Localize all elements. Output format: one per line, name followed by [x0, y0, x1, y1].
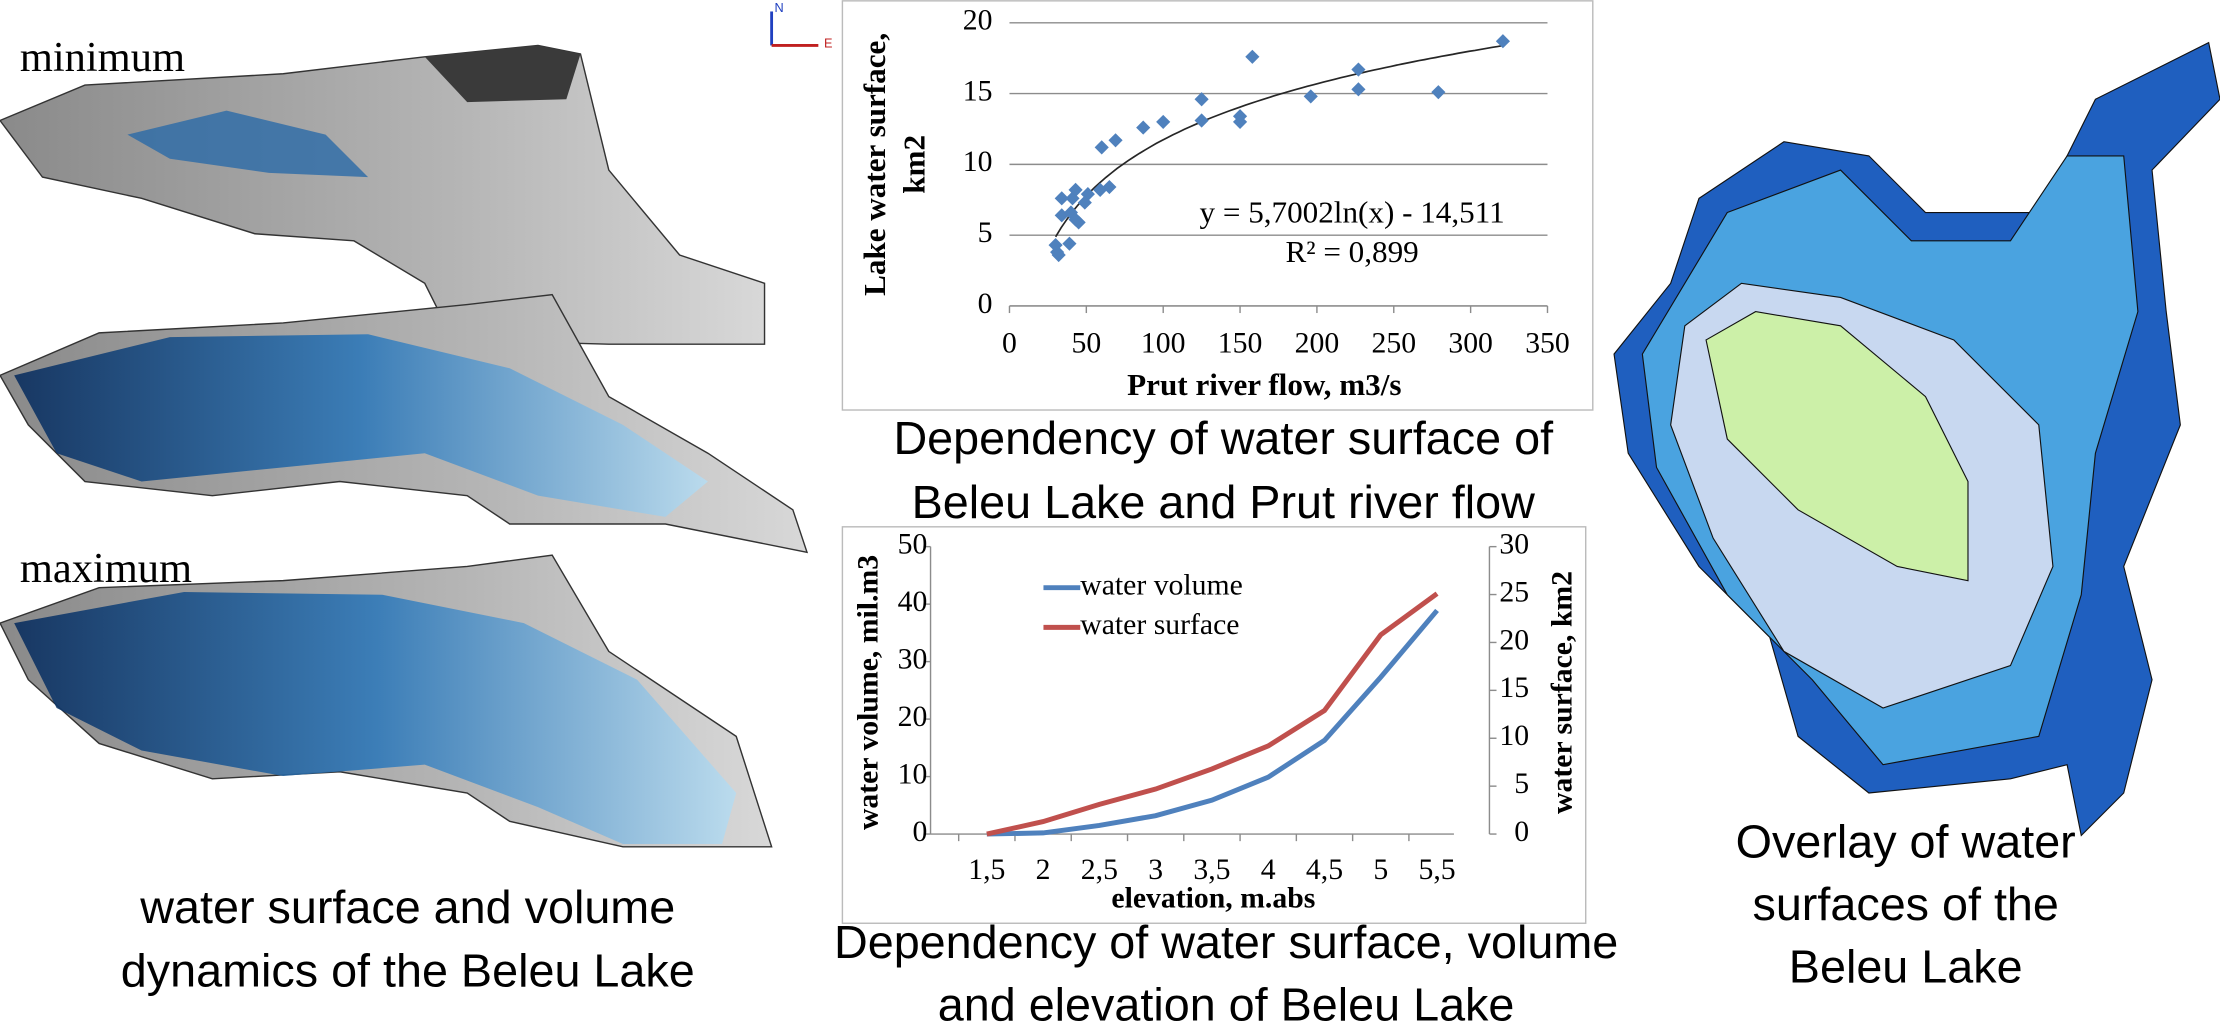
x-tick-label: 350	[1525, 327, 1570, 359]
y-tick-label: 10	[963, 146, 993, 178]
y2-tick-label: 15	[1499, 672, 1529, 704]
y-axis-title: water volume, mil.m3	[853, 555, 885, 830]
legend-label: water surface	[1080, 609, 1239, 641]
trend-equation: y = 5,7002ln(x) - 14,511	[1200, 194, 1505, 229]
scatter-point	[1054, 191, 1069, 206]
x-tick-label: 3	[1148, 854, 1163, 886]
x-tick-label: 250	[1371, 327, 1416, 359]
scatter-point	[1068, 212, 1083, 227]
scatter-point	[1232, 114, 1248, 129]
trend-r2: R² = 0,899	[1285, 234, 1418, 269]
scatter-point	[1303, 89, 1318, 104]
trendline	[1054, 44, 1504, 238]
x-tick-label: 5	[1373, 854, 1388, 886]
y-tick-label: 15	[963, 75, 993, 107]
overlay-map	[1613, 41, 2220, 837]
chart-frame	[841, 0, 1594, 411]
y-tick-label: 40	[898, 586, 928, 618]
captions: Dependency of water surface of Beleu Lake…	[121, 412, 2076, 1030]
terrain-medium	[0, 293, 809, 554]
scatter-point	[1094, 140, 1109, 155]
y-axis-title: Lake water surface,	[857, 33, 892, 296]
scatter-point	[1077, 195, 1092, 210]
compass: N E	[770, 0, 833, 50]
x-tick-label: 2,5	[1081, 854, 1118, 886]
y2-tick-label: 10	[1499, 720, 1529, 752]
y-tick-label: 20	[963, 5, 993, 37]
y2-tick-label: 20	[1499, 624, 1529, 656]
scatter-point	[1050, 245, 1065, 260]
panel-label: minimum	[20, 34, 185, 81]
x-tick-label: 5,5	[1418, 854, 1455, 886]
scatter-point	[1062, 236, 1077, 251]
x-tick-label: 4	[1261, 854, 1276, 886]
scatter-point	[1136, 120, 1151, 135]
caption: and elevation of Beleu Lake	[938, 979, 1515, 1031]
chart-frame	[841, 526, 1587, 924]
caption: Beleu Lake and Prut river flow	[912, 476, 1536, 528]
x-tick-label: 100	[1141, 327, 1186, 359]
y2-tick-label: 25	[1499, 576, 1529, 608]
scatter-point	[1156, 114, 1171, 129]
x-tick-label: 4,5	[1306, 854, 1343, 886]
y2-tick-label: 0	[1514, 816, 1529, 848]
terrain-minimum	[0, 44, 766, 345]
x-axis-title: elevation, m.abs	[1111, 882, 1315, 914]
scatter-point	[1108, 133, 1123, 148]
caption: Dependency of water surface of	[893, 412, 1554, 464]
y-tick-label: 30	[898, 643, 928, 675]
caption: Beleu Lake	[1789, 940, 2023, 992]
scatter-point	[1351, 62, 1366, 77]
y-tick-label: 20	[898, 701, 928, 733]
compass-n: N	[774, 0, 783, 15]
series-line	[986, 608, 1439, 837]
x-tick-label: 2	[1036, 854, 1051, 886]
series-line	[986, 591, 1439, 837]
terrain-maximum	[0, 554, 773, 848]
scatter-point	[1245, 49, 1260, 64]
x-tick-label: 300	[1448, 327, 1493, 359]
scatter-point	[1431, 85, 1446, 100]
y-tick-label: 0	[913, 816, 928, 848]
x-tick-label: 0	[1002, 327, 1017, 359]
caption: Dependency of water surface, volume	[834, 916, 1618, 968]
panel-label: maximum	[20, 545, 192, 592]
caption: Overlay of water	[1736, 816, 2076, 868]
y-tick-label: 5	[978, 217, 993, 249]
y-axis-title: km2	[897, 135, 932, 194]
caption: surfaces of the	[1752, 878, 2058, 930]
caption: dynamics of the Beleu Lake	[121, 945, 695, 997]
y-tick-label: 0	[978, 288, 993, 320]
y2-axis-title: water surface, km2	[1546, 571, 1578, 814]
x-tick-label: 1,5	[968, 854, 1005, 886]
x-tick-label: 50	[1071, 327, 1101, 359]
x-tick-label: 200	[1295, 327, 1340, 359]
scatter-point	[1194, 113, 1209, 128]
x-axis-title: Prut river flow, m3/s	[1127, 367, 1401, 402]
caption: water surface and volume	[139, 881, 675, 933]
legend-label: water volume	[1080, 570, 1243, 602]
y-tick-label: 50	[898, 528, 928, 560]
x-tick-label: 150	[1218, 327, 1263, 359]
scatter-point	[1194, 92, 1209, 107]
x-tick-label: 3,5	[1193, 854, 1230, 886]
y2-tick-label: 5	[1514, 768, 1529, 800]
compass-e: E	[824, 35, 833, 50]
y2-tick-label: 30	[1499, 528, 1529, 560]
scatter-point	[1351, 82, 1366, 97]
y-tick-label: 10	[898, 758, 928, 790]
